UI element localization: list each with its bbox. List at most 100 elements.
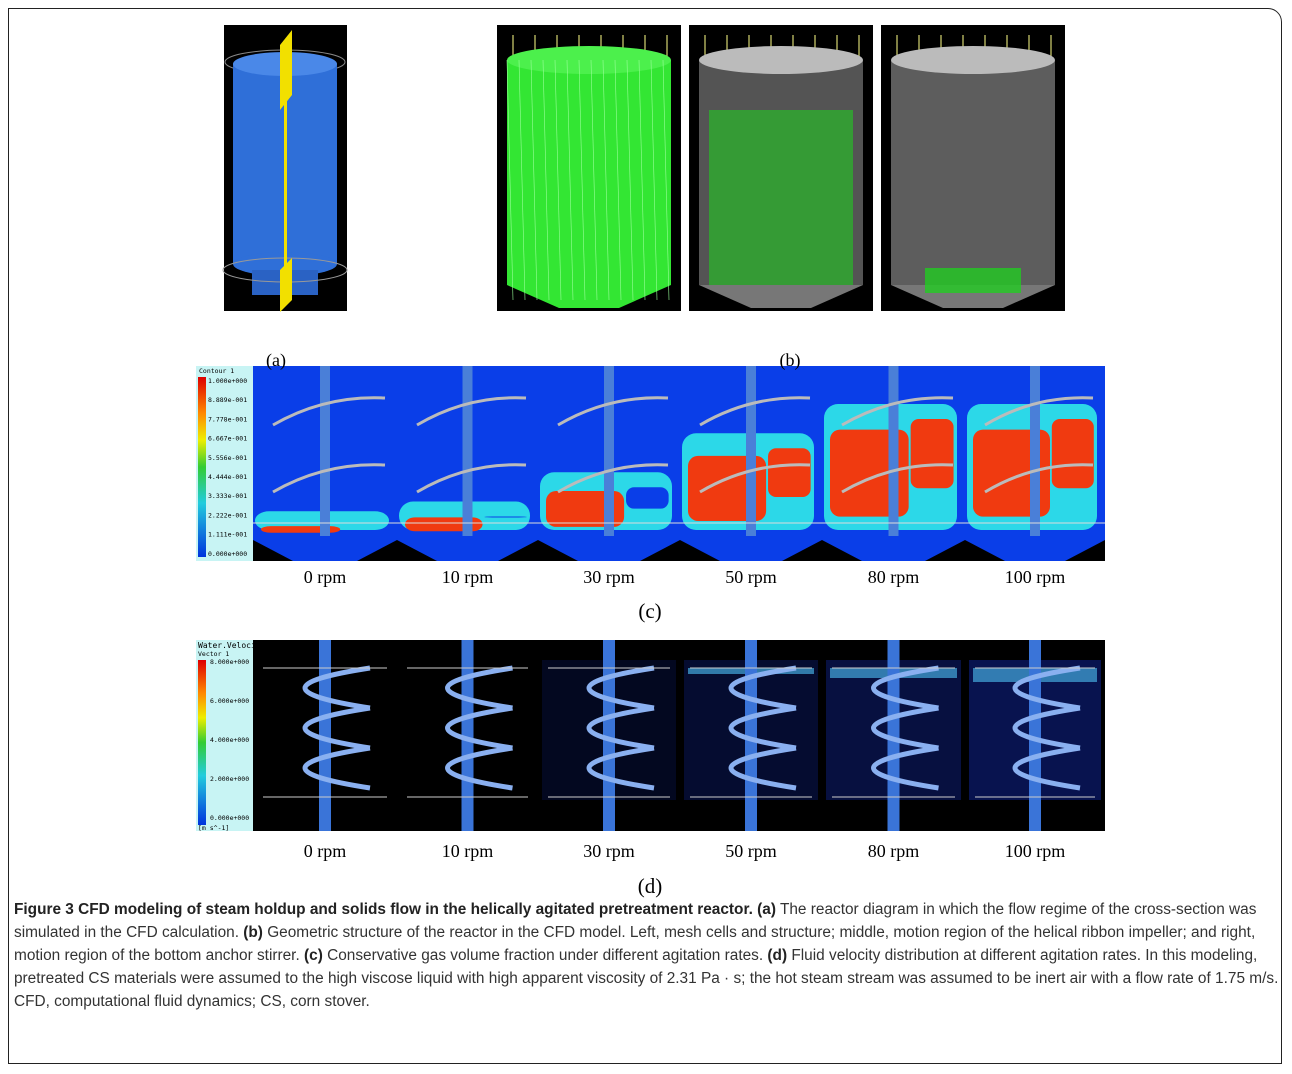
mesh [578, 59, 586, 301]
legend-tick: 5.556e-001 [208, 454, 247, 462]
rpm-label: 10 rpm [442, 841, 494, 861]
ribbon [586, 745, 655, 791]
contour-red [910, 419, 954, 489]
legend-tick: 2.222e-001 [208, 511, 247, 519]
section-line [284, 100, 287, 270]
figure-frame [8, 8, 1282, 1064]
rpm-label: 0 rpm [304, 567, 347, 587]
shaft [320, 366, 330, 536]
shaft [888, 366, 899, 536]
panel-label: (b) [780, 350, 801, 371]
shaft [319, 640, 331, 831]
mesh [506, 59, 514, 301]
mesh [590, 59, 598, 301]
ribbon [871, 705, 939, 751]
colorbar [198, 660, 206, 825]
legend-title: Water.Velocity [198, 641, 266, 650]
ribbon [302, 665, 371, 711]
section-plane [280, 30, 292, 110]
cone-corner [822, 540, 862, 561]
legend-tick: 1.000e+000 [208, 377, 247, 385]
rpm-label: 80 rpm [868, 841, 920, 861]
shaft [746, 366, 756, 536]
mesh [530, 59, 538, 301]
mesh [650, 59, 658, 301]
colorbar [198, 377, 206, 557]
legend-tick: 3.333e-001 [208, 492, 247, 500]
ribbon [272, 463, 386, 494]
shaft [1029, 640, 1041, 831]
cone-corner [397, 540, 437, 561]
caption-part-label: (b) [243, 924, 263, 941]
legend-tick: 8.889e-001 [208, 396, 247, 404]
ribbon [984, 396, 1094, 427]
shaft [461, 640, 474, 831]
ribbon [984, 463, 1094, 494]
mesh [626, 59, 634, 301]
shaft [887, 640, 900, 831]
shaft [604, 366, 614, 536]
vessel-top [891, 46, 1055, 74]
rpm-label: 0 rpm [304, 841, 347, 861]
caption-title: Figure 3 CFD modeling of steam holdup an… [14, 901, 753, 918]
contour-red [626, 487, 669, 509]
ribbon [1012, 665, 1081, 711]
ribbon [445, 705, 513, 751]
legend-tick: 2.000e+000 [210, 775, 249, 783]
mesh [602, 59, 610, 301]
mesh [614, 59, 622, 301]
vessel-cone [699, 285, 863, 308]
shaft [745, 640, 757, 831]
mesh [554, 59, 562, 301]
ribbon [557, 463, 669, 494]
cone-corner [498, 540, 538, 561]
shaft [462, 366, 473, 536]
mesh [566, 59, 574, 301]
cone-corner [965, 540, 1005, 561]
vessel-top [699, 46, 863, 74]
rpm-label: 80 rpm [868, 567, 920, 587]
ribbon [728, 705, 797, 751]
cone-corner [253, 540, 293, 561]
ribbon [445, 745, 513, 791]
legend-tick: 4.000e+000 [210, 736, 249, 744]
ribbon [871, 665, 939, 711]
ribbon [1012, 705, 1081, 751]
legend-tick: 0.000e+000 [208, 550, 247, 558]
caption-part-label: (a) [757, 901, 776, 918]
shaft [1030, 366, 1040, 536]
rpm-label: 10 rpm [442, 567, 494, 587]
section-plane [280, 258, 292, 312]
rpm-label: 50 rpm [725, 841, 777, 861]
anchor-region [925, 268, 1021, 293]
contour-red [1051, 419, 1094, 489]
ribbon [302, 705, 371, 751]
cone-corner [925, 540, 965, 561]
legend-tick: 6.667e-001 [208, 435, 247, 443]
contour-red [484, 516, 527, 518]
ribbon [699, 396, 811, 427]
mesh [542, 59, 550, 301]
rpm-label: 30 rpm [583, 841, 635, 861]
mesh [518, 59, 526, 301]
panel-label: (d) [638, 874, 663, 898]
legend-tick: 7.778e-001 [208, 415, 247, 423]
cone-corner [680, 540, 720, 561]
legend-tick: 4.444e-001 [208, 473, 247, 481]
figure: (a) (b) (c) (d) Contour 1 Water.Velocity… [196, 25, 1105, 898]
rpm-label: 100 rpm [1005, 567, 1066, 587]
panel-label: (c) [638, 599, 661, 623]
contour-red [768, 448, 811, 497]
caption-part-text: Conservative gas volume fraction under d… [327, 947, 764, 964]
ribbon [272, 396, 386, 427]
cone-corner [357, 540, 397, 561]
ribbon [699, 463, 811, 494]
rpm-label: 100 rpm [1005, 841, 1066, 861]
legend-tick: 6.000e+000 [210, 697, 249, 705]
ribbon [871, 745, 939, 791]
caption: Figure 3 CFD modeling of steam holdup an… [14, 898, 1282, 1013]
mesh [662, 59, 670, 301]
ribbon [557, 396, 669, 427]
legend-tick: 0.000e+000 [210, 814, 249, 822]
